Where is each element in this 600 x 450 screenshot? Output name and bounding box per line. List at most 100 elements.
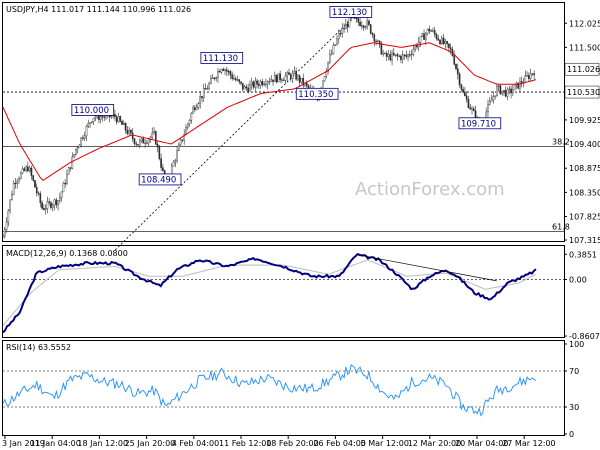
candle-body <box>403 54 406 56</box>
candle-body <box>220 68 223 73</box>
candle-body <box>103 116 106 118</box>
candle-body <box>528 75 530 79</box>
candle-body <box>401 54 404 60</box>
price-annotation-box <box>71 104 115 116</box>
candle-body <box>75 148 77 155</box>
candle-body <box>369 24 372 34</box>
macd-ytick-label: 0.3851 <box>569 250 597 259</box>
candle-body <box>529 73 532 79</box>
candle-body <box>448 43 450 48</box>
candle-body <box>361 25 363 27</box>
x-tick-label: 12 Mar 20:00 <box>408 439 461 448</box>
candle-body <box>23 168 26 171</box>
candle-body <box>218 71 221 73</box>
candle-body <box>210 78 212 84</box>
candle-body <box>57 200 59 206</box>
candle-body <box>405 54 408 57</box>
candle-body <box>27 166 29 172</box>
candle-body <box>291 73 294 79</box>
candle-body <box>345 23 347 30</box>
candle-body <box>199 96 202 104</box>
x-tick-label: 18 Jan 12:00 <box>77 439 128 448</box>
macd-signal-line <box>2 259 537 326</box>
candle-body <box>337 33 340 40</box>
candle-body <box>321 80 324 89</box>
price-ytick-label: 111.500 <box>569 43 600 52</box>
candle-body <box>55 199 58 206</box>
candle-body <box>430 30 432 32</box>
candle-body <box>138 140 141 146</box>
x-tick-label: 11 Feb 12:00 <box>219 439 271 448</box>
candle-body <box>234 78 237 81</box>
candle-body <box>341 27 344 34</box>
candle-body <box>252 81 255 88</box>
candle-body <box>28 167 31 172</box>
price-annotation-box <box>329 6 373 18</box>
candle-body <box>162 167 164 171</box>
candle-body <box>444 41 447 44</box>
candle-body <box>524 75 527 83</box>
candle-body <box>277 73 280 83</box>
candle-body <box>332 45 335 54</box>
candle-body <box>176 150 178 161</box>
candle-body <box>211 77 214 79</box>
candle-body <box>11 194 13 201</box>
candle-body <box>270 79 273 82</box>
candle-body <box>416 45 418 48</box>
candle-body <box>455 64 457 69</box>
rsi-ytick-label: 0 <box>569 430 574 439</box>
trend-line <box>114 19 352 251</box>
candle-body <box>236 79 239 81</box>
candle-body <box>384 52 386 55</box>
candle-body <box>293 71 296 74</box>
candle-body <box>467 99 470 108</box>
rsi-ytick-label: 30 <box>569 403 579 412</box>
price-ytick-label: 109.925 <box>569 116 600 125</box>
price-annotation-box <box>295 87 339 100</box>
candle-body <box>46 201 49 209</box>
candle-body <box>115 116 118 123</box>
candle-body <box>510 88 512 94</box>
candle-body <box>282 80 285 82</box>
candle-body <box>124 123 127 131</box>
candle-body <box>458 73 461 85</box>
candle-body <box>71 156 74 169</box>
candle-body <box>469 107 472 110</box>
candle-body <box>48 201 51 203</box>
candle-body <box>121 120 123 125</box>
candle-body <box>89 122 91 124</box>
price-panel <box>2 2 565 242</box>
candle-body <box>462 89 464 93</box>
fib-label: 38.2 <box>552 137 570 146</box>
candle-body <box>423 33 425 40</box>
candle-body <box>432 30 434 32</box>
candle-body <box>323 76 326 82</box>
candle-body <box>76 147 79 150</box>
candle-body <box>382 53 384 55</box>
candle-body <box>504 89 507 97</box>
candle-body <box>122 123 125 125</box>
price-annotation: 108.490 <box>141 175 176 185</box>
candle-body <box>494 95 496 97</box>
rsi-series: 100 70 30 0 <box>2 340 584 439</box>
price-series: 112.025111.500110.975110.530109.925109.4… <box>2 6 600 251</box>
macd-line <box>2 252 537 334</box>
candle-body <box>172 161 175 167</box>
price-ytick-label: 109.400 <box>569 140 600 149</box>
candle-body <box>204 88 207 90</box>
candle-body <box>119 116 122 122</box>
candle-body <box>373 34 376 42</box>
candle-body <box>357 18 360 23</box>
level-label: 110.530 <box>567 88 600 97</box>
candle-body <box>393 52 395 56</box>
candle-body <box>130 130 132 134</box>
candle-body <box>5 221 8 230</box>
candle-body <box>492 96 495 101</box>
candle-body <box>284 75 287 81</box>
candle-body <box>233 78 235 80</box>
candle-body <box>378 40 381 44</box>
candle-body <box>37 192 40 194</box>
last-price-label: 111.026 <box>567 65 600 74</box>
candle-body <box>146 142 148 144</box>
candle-body <box>268 81 271 83</box>
